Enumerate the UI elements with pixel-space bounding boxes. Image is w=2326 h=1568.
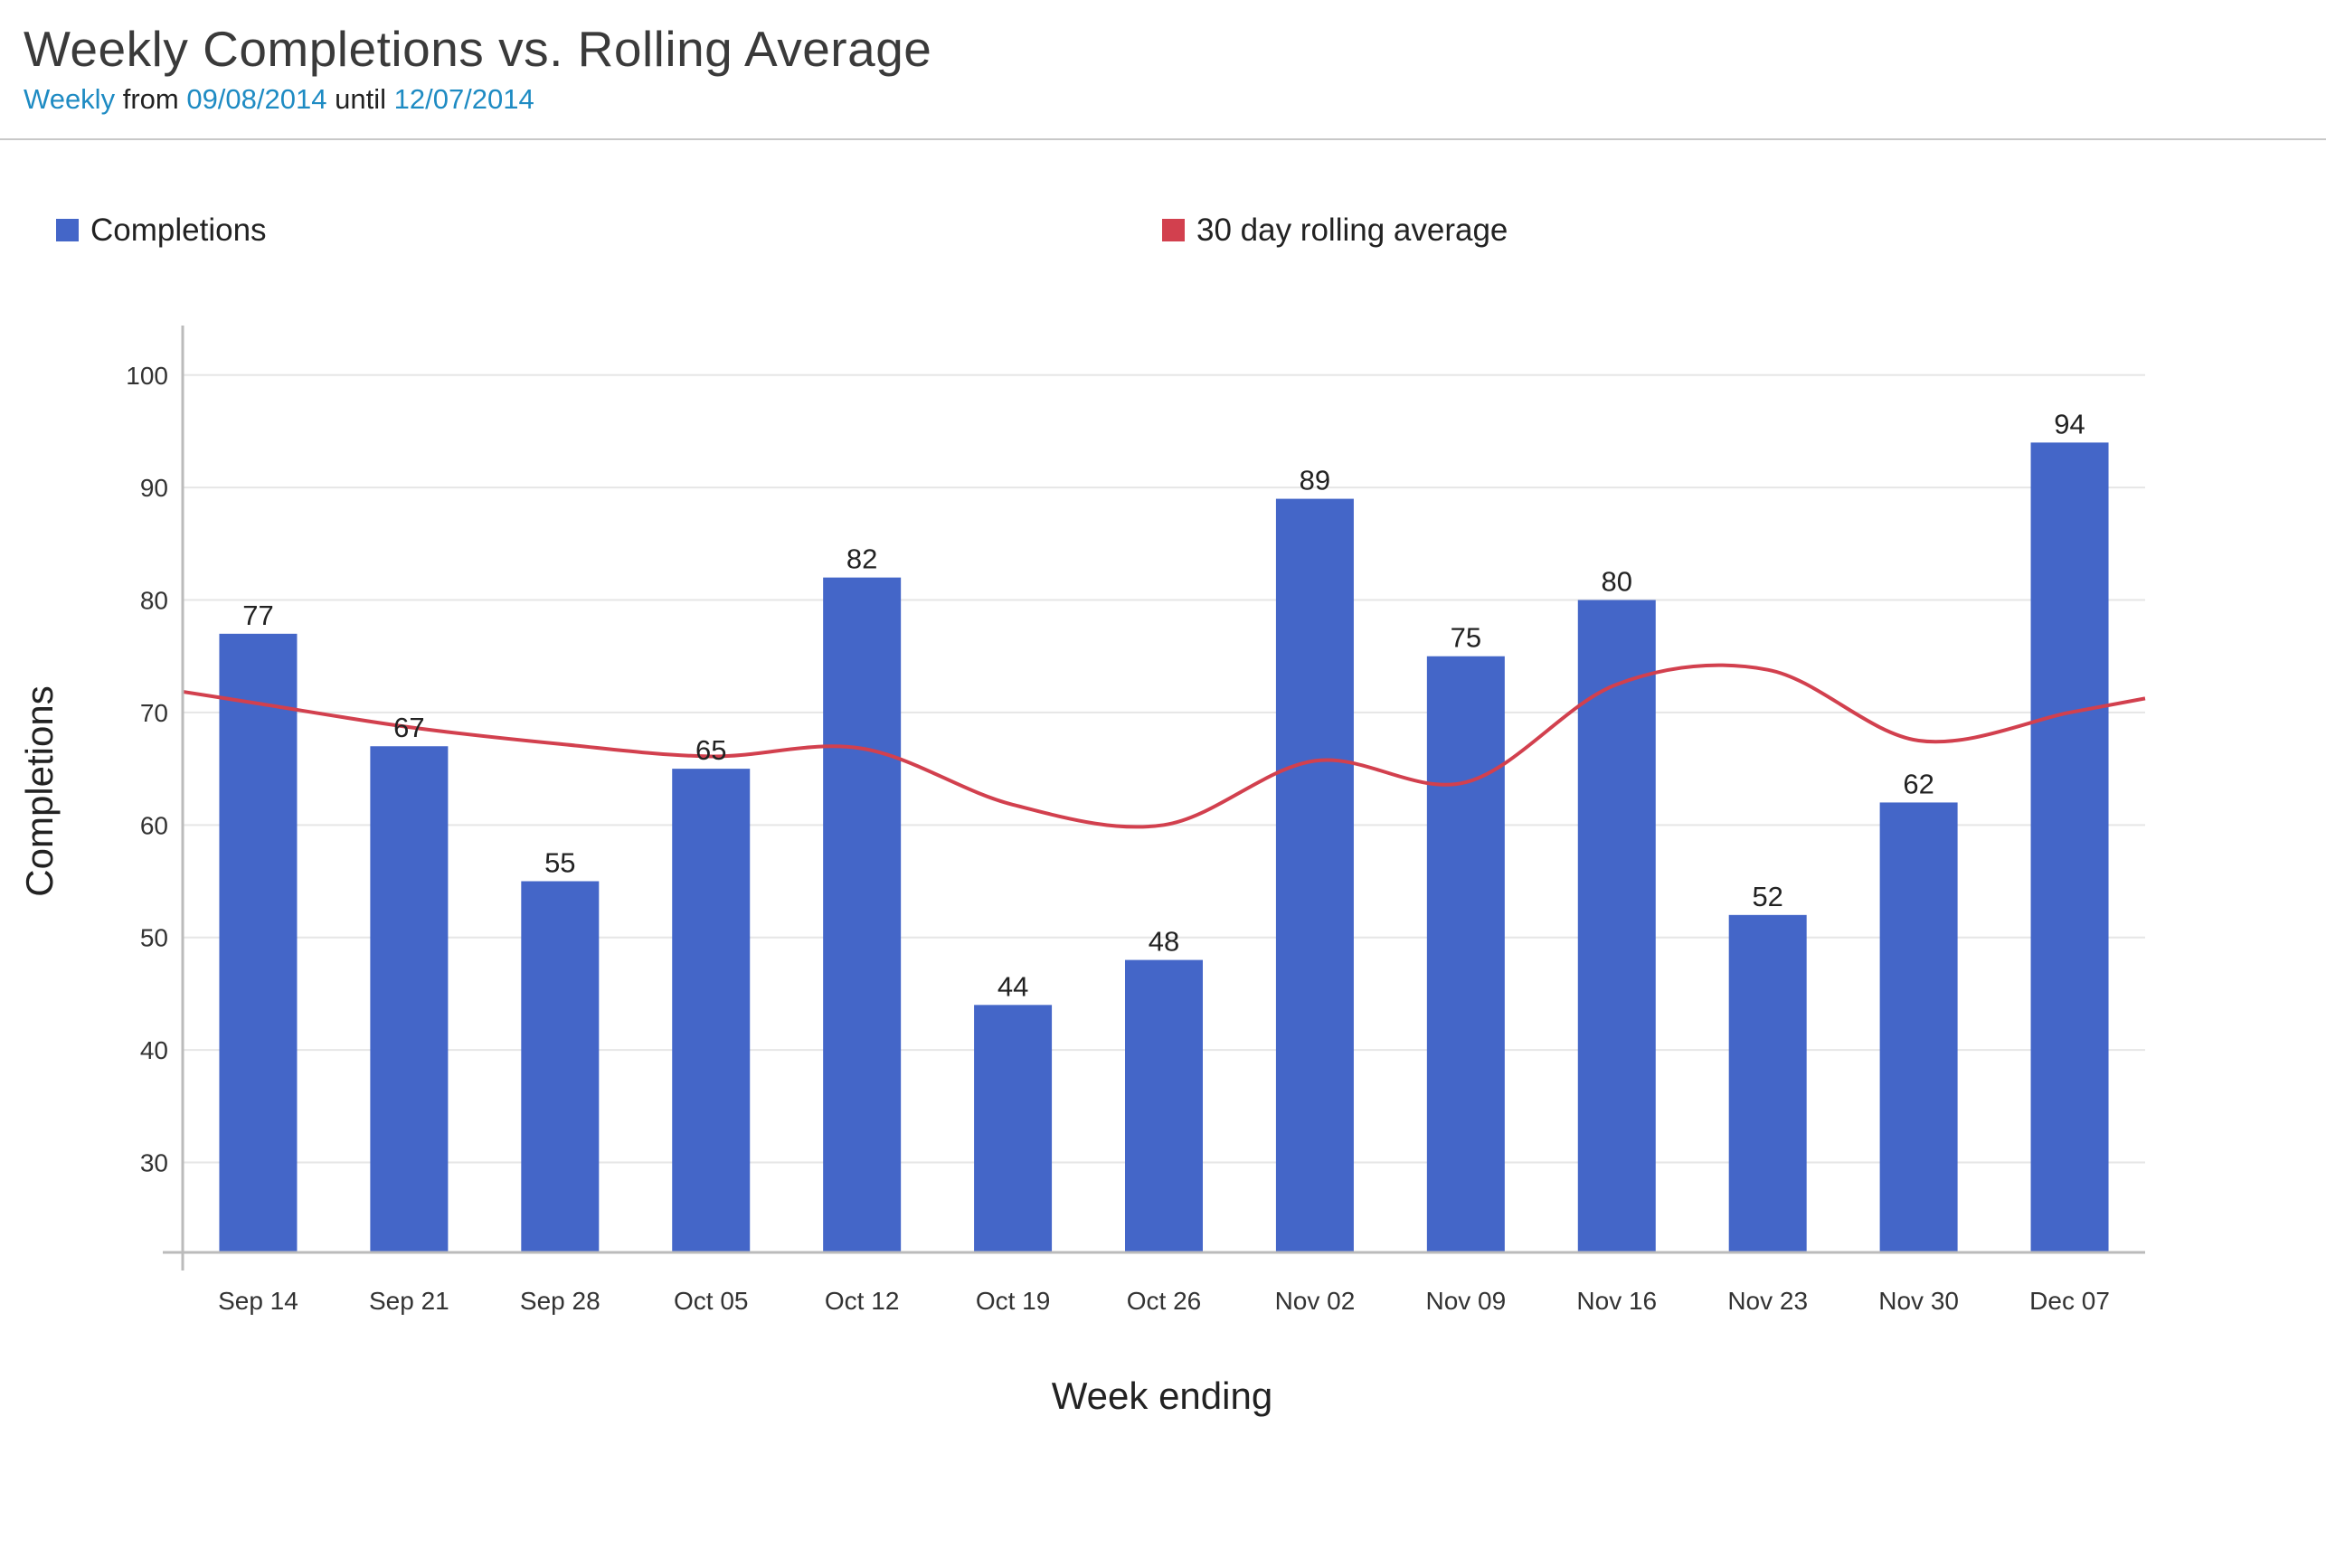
x-tick-label: Oct 26 xyxy=(1127,1287,1201,1315)
bar-value-label: 77 xyxy=(242,600,273,631)
bar-value-label: 44 xyxy=(998,970,1028,1002)
bar-value-label: 89 xyxy=(1300,465,1330,496)
bar-value-label: 52 xyxy=(1752,881,1782,912)
end-date-link[interactable]: 12/07/2014 xyxy=(393,83,534,115)
bar-completions[interactable] xyxy=(1728,914,1807,1252)
x-tick-label: Oct 05 xyxy=(674,1287,748,1315)
x-tick-label: Sep 21 xyxy=(369,1287,449,1315)
y-tick-label: 100 xyxy=(126,362,168,390)
x-tick-label: Oct 12 xyxy=(825,1287,899,1315)
y-tick-label: 60 xyxy=(140,811,168,839)
bar-value-label: 82 xyxy=(846,543,877,575)
axes: 30 40 50 60 70 80 90 100 Sep 14 Sep 21 Sep 28 Oct 0… xyxy=(126,326,2145,1315)
period-link[interactable]: Weekly xyxy=(24,83,116,115)
bar-completions[interactable] xyxy=(672,769,751,1252)
bar-completions[interactable] xyxy=(521,881,600,1252)
bar-completions[interactable] xyxy=(1577,600,1656,1252)
bar-value-label: 80 xyxy=(1602,566,1632,598)
chart-subtitle: Weekly from 09/08/2014 until 12/07/2014 xyxy=(24,83,534,116)
bar-value-label: 62 xyxy=(1903,768,1934,799)
y-axis-title: Completions xyxy=(18,685,61,896)
bar-value-label: 48 xyxy=(1149,926,1179,958)
bar-completions[interactable] xyxy=(974,1005,1053,1252)
bar-completions[interactable] xyxy=(1125,959,1203,1252)
y-tick-label: 70 xyxy=(140,699,168,727)
chart-header: Weekly Completions vs. Rolling Average W… xyxy=(0,0,2326,140)
x-tick-label: Nov 09 xyxy=(1425,1287,1506,1315)
legend-item-completions[interactable]: Completions xyxy=(56,213,267,248)
until-word: until xyxy=(335,83,386,115)
bar-value-label: 65 xyxy=(695,734,726,766)
x-tick-label: Nov 16 xyxy=(1576,1287,1657,1315)
bar-completions[interactable] xyxy=(1275,498,1354,1252)
x-tick-label: Sep 28 xyxy=(520,1287,600,1315)
bar-value-label: 55 xyxy=(544,847,575,879)
data-labels: 77 67 55 65 82 44 48 89 75 80 52 62 94 xyxy=(242,408,2085,1002)
x-tick-label: Nov 23 xyxy=(1727,1287,1808,1315)
from-word: from xyxy=(122,83,179,115)
line-rolling-average xyxy=(182,663,2146,829)
x-tick-label: Dec 07 xyxy=(2029,1287,2110,1315)
bar-completions[interactable] xyxy=(2030,442,2109,1252)
y-tick-label: 50 xyxy=(140,924,168,952)
start-date-link[interactable]: 09/08/2014 xyxy=(186,83,327,115)
bar-completions[interactable] xyxy=(219,633,298,1252)
legend-item-rolling-average[interactable]: 30 day rolling average xyxy=(1162,213,1508,248)
legend-label-completions: Completions xyxy=(90,213,267,248)
bar-completions[interactable] xyxy=(1426,656,1505,1252)
bar-value-label: 67 xyxy=(393,712,424,743)
bar-value-label: 94 xyxy=(2054,408,2085,439)
rolling-average-line[interactable] xyxy=(182,663,2146,829)
legend-label-rolling-average: 30 day rolling average xyxy=(1196,213,1508,248)
x-tick-label: Oct 19 xyxy=(976,1287,1050,1315)
y-tick-label: 90 xyxy=(140,474,168,502)
bar-completions[interactable] xyxy=(370,746,449,1252)
bar-completions[interactable] xyxy=(1879,802,1958,1252)
y-tick-label: 80 xyxy=(140,587,168,615)
bars-completions xyxy=(219,442,2109,1252)
x-tick-label: Nov 30 xyxy=(1878,1287,1959,1315)
legend-swatch-rolling-average xyxy=(1162,219,1185,241)
x-tick-label: Nov 02 xyxy=(1275,1287,1356,1315)
y-tick-label: 30 xyxy=(140,1148,168,1176)
y-tick-label: 40 xyxy=(140,1036,168,1064)
bar-completions[interactable] xyxy=(823,577,902,1252)
legend: Completions 30 day rolling average xyxy=(56,213,1508,248)
x-tick-label: Sep 14 xyxy=(218,1287,298,1315)
chart-title: Weekly Completions vs. Rolling Average xyxy=(24,21,932,77)
x-axis-title: Week ending xyxy=(1052,1374,1272,1417)
legend-swatch-completions xyxy=(56,219,79,241)
bar-value-label: 75 xyxy=(1451,622,1481,654)
